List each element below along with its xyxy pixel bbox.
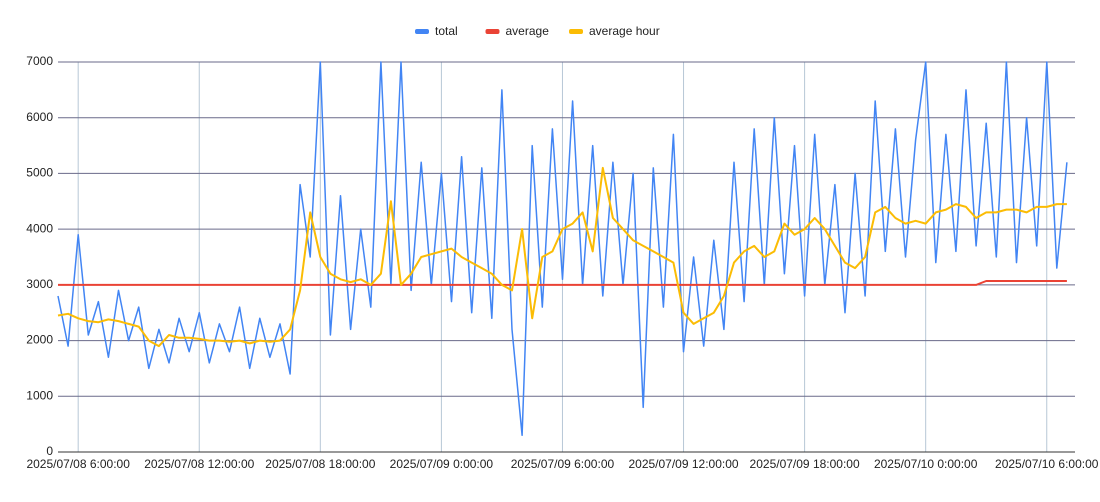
x-tick-label: 2025/07/08 18:00:00 — [265, 457, 375, 471]
x-tick-label: 2025/07/10 0:00:00 — [874, 457, 978, 471]
y-tick-label: 4000 — [26, 221, 53, 235]
legend-swatch — [485, 29, 500, 34]
x-tick-label: 2025/07/08 6:00:00 — [26, 457, 130, 471]
legend-label: average — [506, 24, 550, 38]
y-tick-label: 2000 — [26, 333, 53, 347]
legend-swatch — [415, 29, 429, 34]
series-line — [57, 166, 1067, 348]
legend-label: average hour — [589, 24, 660, 38]
y-tick-label: 7000 — [26, 54, 53, 68]
y-tick-label: 0 — [46, 444, 53, 458]
y-tick-label: 1000 — [26, 388, 53, 402]
x-tick-label: 2025/07/10 6:00:00 — [995, 457, 1099, 471]
x-tick-label: 2025/07/09 0:00:00 — [390, 457, 494, 471]
legend-label: total — [435, 24, 458, 38]
series-line — [58, 280, 1067, 286]
x-tick-label: 2025/07/08 12:00:00 — [144, 457, 254, 471]
x-tick-label: 2025/07/09 12:00:00 — [628, 457, 738, 471]
x-tick-label: 2025/07/09 18:00:00 — [750, 457, 860, 471]
y-tick-label: 5000 — [26, 166, 53, 180]
y-tick-label: 3000 — [26, 277, 53, 291]
legend-swatch — [569, 29, 583, 34]
series-line — [57, 61, 1068, 437]
y-tick-label: 6000 — [26, 110, 53, 124]
x-tick-label: 2025/07/09 6:00:00 — [511, 457, 615, 471]
